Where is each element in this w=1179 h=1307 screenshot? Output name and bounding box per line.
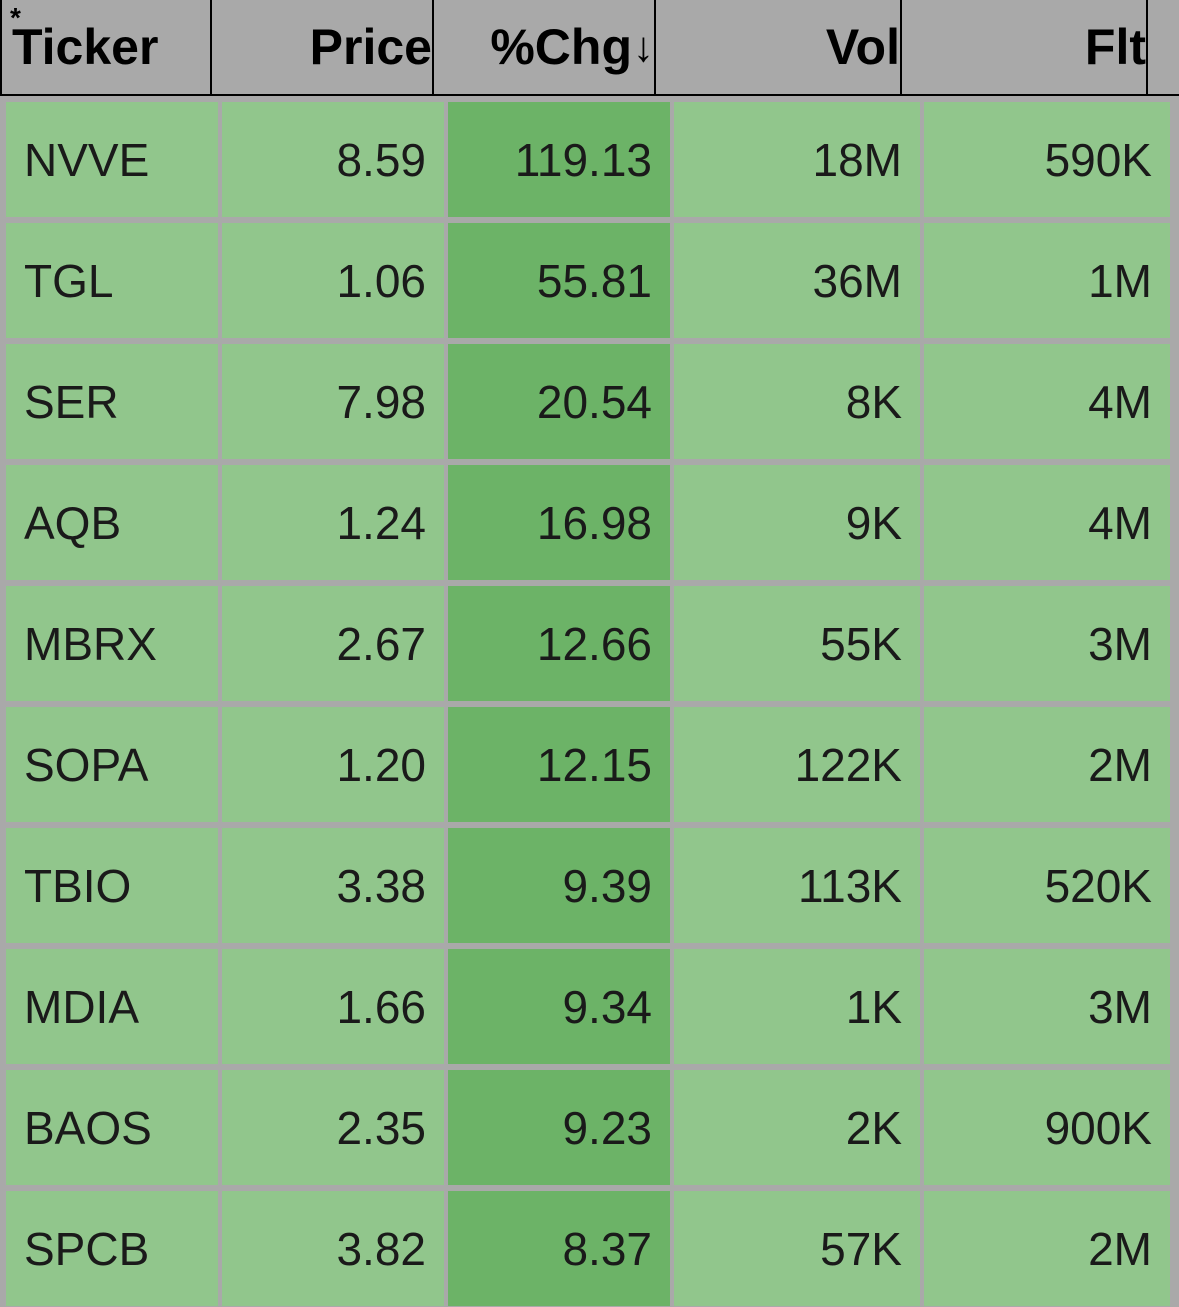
cell-ticker: BAOS xyxy=(6,1070,218,1185)
table-row[interactable]: BAOS2.359.232K900K xyxy=(0,1070,1179,1185)
cell-chg: 12.15 xyxy=(448,707,670,822)
cell-price: 1.06 xyxy=(222,223,444,338)
cell-ticker: TBIO xyxy=(6,828,218,943)
cell-ticker: NVVE xyxy=(6,102,218,217)
cell-flt: 2M xyxy=(924,707,1170,822)
cell-flt: 2M xyxy=(924,1191,1170,1306)
cell-vol: 1K xyxy=(674,949,920,1064)
cell-flt: 1M xyxy=(924,223,1170,338)
cell-flt: 3M xyxy=(924,949,1170,1064)
cell-chg: 16.98 xyxy=(448,465,670,580)
cell-chg: 20.54 xyxy=(448,344,670,459)
cell-vol: 57K xyxy=(674,1191,920,1306)
table-row[interactable]: MDIA1.669.341K3M xyxy=(0,949,1179,1064)
cell-price: 2.35 xyxy=(222,1070,444,1185)
cell-vol: 55K xyxy=(674,586,920,701)
table-header-row: Ticker Price %Chg↓ Vol Flt xyxy=(0,0,1179,96)
cell-vol: 9K xyxy=(674,465,920,580)
cell-vol: 36M xyxy=(674,223,920,338)
cell-price: 8.59 xyxy=(222,102,444,217)
cell-price: 3.82 xyxy=(222,1191,444,1306)
cell-price: 1.24 xyxy=(222,465,444,580)
table-row[interactable]: SPCB3.828.3757K2M xyxy=(0,1191,1179,1306)
table-row[interactable]: NVVE8.59119.1318M590K xyxy=(0,102,1179,217)
header-price[interactable]: Price xyxy=(212,0,434,94)
cell-ticker: TGL xyxy=(6,223,218,338)
table-row[interactable]: SOPA1.2012.15122K2M xyxy=(0,707,1179,822)
cell-flt: 3M xyxy=(924,586,1170,701)
cell-chg: 119.13 xyxy=(448,102,670,217)
cell-chg: 9.39 xyxy=(448,828,670,943)
table-row[interactable]: TBIO3.389.39113K520K xyxy=(0,828,1179,943)
cell-ticker: SER xyxy=(6,344,218,459)
cell-price: 1.20 xyxy=(222,707,444,822)
cell-price: 3.38 xyxy=(222,828,444,943)
cell-chg: 9.23 xyxy=(448,1070,670,1185)
cell-vol: 113K xyxy=(674,828,920,943)
stock-table: Ticker Price %Chg↓ Vol Flt NVVE8.59119.1… xyxy=(0,0,1179,1307)
cell-vol: 8K xyxy=(674,344,920,459)
cell-ticker: MDIA xyxy=(6,949,218,1064)
cell-flt: 520K xyxy=(924,828,1170,943)
cell-price: 1.66 xyxy=(222,949,444,1064)
cell-chg: 8.37 xyxy=(448,1191,670,1306)
sort-down-icon: ↓ xyxy=(633,23,654,71)
table-row[interactable]: TGL1.0655.8136M1M xyxy=(0,223,1179,338)
cell-flt: 590K xyxy=(924,102,1170,217)
cell-chg: 12.66 xyxy=(448,586,670,701)
table-body: NVVE8.59119.1318M590KTGL1.0655.8136M1MSE… xyxy=(0,96,1179,1306)
header-chg[interactable]: %Chg↓ xyxy=(434,0,656,94)
header-flt[interactable]: Flt xyxy=(902,0,1148,94)
table-row[interactable]: MBRX2.6712.6655K3M xyxy=(0,586,1179,701)
cell-chg: 9.34 xyxy=(448,949,670,1064)
cell-flt: 900K xyxy=(924,1070,1170,1185)
cell-vol: 2K xyxy=(674,1070,920,1185)
header-ticker[interactable]: Ticker xyxy=(0,0,212,94)
cell-flt: 4M xyxy=(924,465,1170,580)
cell-price: 7.98 xyxy=(222,344,444,459)
cell-ticker: MBRX xyxy=(6,586,218,701)
cell-ticker: AQB xyxy=(6,465,218,580)
table-row[interactable]: AQB1.2416.989K4M xyxy=(0,465,1179,580)
cell-flt: 4M xyxy=(924,344,1170,459)
header-chg-label: %Chg xyxy=(490,18,632,76)
table-row[interactable]: SER7.9820.548K4M xyxy=(0,344,1179,459)
cell-chg: 55.81 xyxy=(448,223,670,338)
header-vol[interactable]: Vol xyxy=(656,0,902,94)
cell-vol: 122K xyxy=(674,707,920,822)
cell-price: 2.67 xyxy=(222,586,444,701)
cell-ticker: SPCB xyxy=(6,1191,218,1306)
cell-vol: 18M xyxy=(674,102,920,217)
cell-ticker: SOPA xyxy=(6,707,218,822)
